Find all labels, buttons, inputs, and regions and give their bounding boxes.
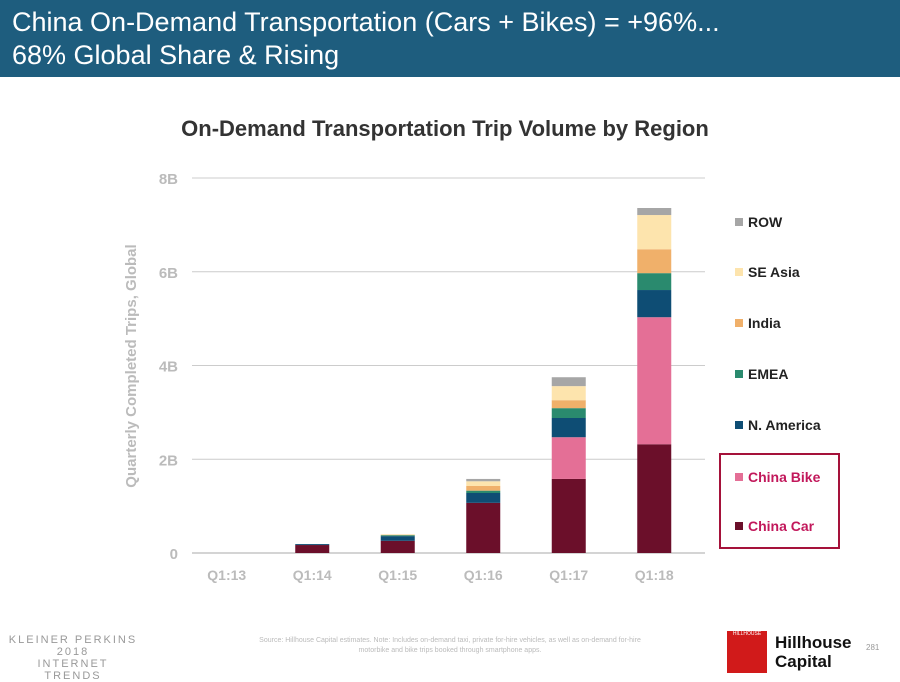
kp-line2: 2018: [8, 646, 138, 658]
legend-swatch: [735, 421, 743, 429]
legend-label: India: [748, 315, 781, 331]
x-tick-label: Q1:18: [635, 567, 674, 583]
legend-swatch: [735, 319, 743, 327]
brand-line1: Hillhouse: [775, 633, 852, 652]
x-tick-label: Q1:15: [378, 567, 417, 583]
kp-line3: INTERNET TRENDS: [8, 658, 138, 682]
x-tick-label: Q1:14: [293, 567, 332, 583]
bar-segment-row-Q1:17: [552, 377, 586, 386]
bar-segment-india-Q1:18: [637, 249, 671, 273]
legend-item: ROW: [735, 214, 782, 230]
brand-line2: Capital: [775, 652, 852, 671]
source-note: Source: Hillhouse Capital estimates. Not…: [250, 636, 650, 656]
bar-segment-emea-Q1:15: [381, 535, 415, 536]
legend-item: N. America: [735, 417, 821, 433]
y-axis-label: Quarterly Completed Trips, Global: [123, 244, 140, 487]
x-tick-label: Q1:16: [464, 567, 503, 583]
y-tick-label: 4B: [159, 359, 178, 376]
bar-segment-se-asia-Q1:17: [552, 386, 586, 400]
hillhouse-logo: HILLHOUSE: [727, 631, 767, 673]
bar-segment-row-Q1:18: [637, 208, 671, 215]
bar-segment-china-car-Q1:15: [381, 541, 415, 553]
x-tick-label: Q1:17: [549, 567, 588, 583]
bar-segment-n-america-Q1:16: [466, 493, 500, 503]
bar-segment-emea-Q1:17: [552, 408, 586, 418]
kp-line1: KLEINER PERKINS: [8, 634, 138, 646]
bar-segment-india-Q1:17: [552, 400, 586, 408]
legend-label: EMEA: [748, 366, 788, 382]
bar-segment-china-car-Q1:14: [295, 545, 329, 553]
legend-label: N. America: [748, 417, 821, 433]
legend-swatch: [735, 370, 743, 378]
y-tick-label: 2B: [159, 452, 178, 469]
bar-segment-row-Q1:16: [466, 479, 500, 481]
y-tick-label: 6B: [159, 265, 178, 282]
bar-segment-india-Q1:16: [466, 486, 500, 491]
legend-label: SE Asia: [748, 264, 800, 280]
y-tick-label: 0: [170, 546, 178, 563]
legend-item: India: [735, 315, 781, 331]
legend-swatch: [735, 218, 743, 226]
y-tick-label: 8B: [159, 171, 178, 188]
bar-segment-n-america-Q1:15: [381, 536, 415, 541]
kp-logo: KLEINER PERKINS 2018 INTERNET TRENDS: [8, 634, 138, 682]
x-tick-label: Q1:13: [207, 567, 246, 583]
bar-segment-n-america-Q1:14: [295, 544, 329, 545]
bar-segment-china-car-Q1:18: [637, 444, 671, 553]
legend-item: EMEA: [735, 366, 788, 382]
hillhouse-brand: Hillhouse Capital: [775, 633, 852, 671]
bar-segment-china-bike-Q1:18: [637, 317, 671, 444]
bar-segment-n-america-Q1:18: [637, 290, 671, 317]
bar-segment-china-bike-Q1:17: [552, 437, 586, 479]
legend-label: ROW: [748, 214, 782, 230]
page-number: 281: [866, 643, 879, 652]
bar-segment-china-car-Q1:16: [466, 503, 500, 553]
bar-segment-se-asia-Q1:18: [637, 215, 671, 249]
bar-segment-china-car-Q1:17: [552, 479, 586, 553]
bar-segment-n-america-Q1:17: [552, 418, 586, 437]
bar-segment-se-asia-Q1:16: [466, 481, 500, 486]
bar-segment-emea-Q1:16: [466, 491, 500, 493]
legend-swatch: [735, 268, 743, 276]
bar-segment-emea-Q1:18: [637, 273, 671, 290]
legend-highlight-box: [719, 453, 840, 549]
legend-item: SE Asia: [735, 264, 800, 280]
